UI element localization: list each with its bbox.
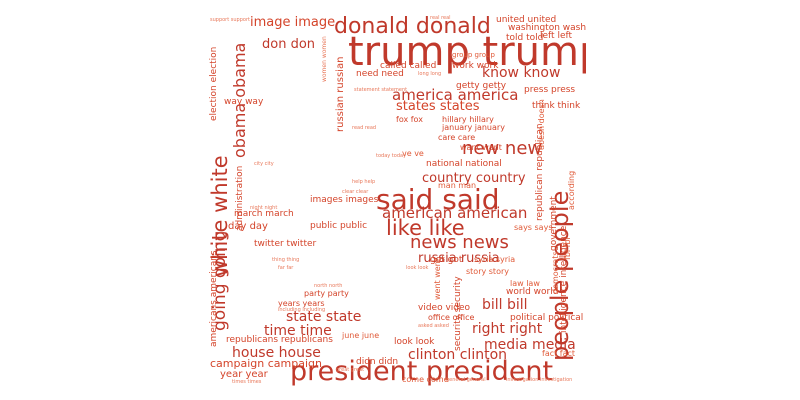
cloud-word: americans americans xyxy=(209,250,219,347)
cloud-word: times times xyxy=(232,379,262,385)
cloud-word: time time xyxy=(264,323,332,339)
cloud-word: administration xyxy=(235,165,245,231)
cloud-word: told told xyxy=(506,33,544,43)
cloud-word: day day xyxy=(228,221,268,232)
cloud-word: years years xyxy=(278,299,325,308)
cloud-word: media media xyxy=(484,337,576,353)
cloud-word: far far xyxy=(278,265,294,271)
cloud-word: fox fox xyxy=(396,115,423,124)
cloud-word: states states xyxy=(396,99,480,114)
cloud-word: today today xyxy=(376,153,407,159)
cloud-word: fbi fbi xyxy=(563,237,572,260)
cloud-word: help help xyxy=(352,179,376,185)
cloud-word: clear clear xyxy=(342,189,369,195)
cloud-word: political political xyxy=(510,313,584,323)
cloud-word: went went xyxy=(433,258,442,300)
word-cloud: trump trump president president donald don… xyxy=(206,12,586,387)
cloud-word: world world xyxy=(506,287,559,297)
cloud-word: june june xyxy=(342,331,380,340)
cloud-word: want want xyxy=(460,143,502,152)
cloud-word: syria syria xyxy=(474,255,516,264)
cloud-word: press press xyxy=(524,85,576,95)
cloud-word: united united xyxy=(496,15,557,25)
cloud-word: work work xyxy=(452,61,499,71)
cloud-word: twitter twitter xyxy=(254,239,317,249)
cloud-word: city city xyxy=(254,161,274,167)
cloud-word: look look xyxy=(406,265,429,271)
cloud-word: bill bill xyxy=(482,297,528,313)
cloud-word: got got xyxy=(430,255,463,265)
cloud-word: called called xyxy=(380,61,437,71)
cloud-word: american american xyxy=(382,204,528,222)
cloud-word: way way xyxy=(224,97,264,107)
cloud-word: come come xyxy=(402,375,449,384)
cloud-word: according xyxy=(567,170,576,210)
cloud-word: state state xyxy=(286,309,362,325)
cloud-word: hillary hillary xyxy=(442,115,494,124)
cloud-word: getty getty xyxy=(456,81,507,91)
cloud-word: clinton clinton xyxy=(408,347,508,363)
cloud-word: national national xyxy=(426,159,502,169)
cloud-word: right right xyxy=(472,321,543,337)
cloud-word: left left xyxy=(540,31,573,41)
cloud-word: story story xyxy=(466,267,509,276)
cloud-word: republicans republicans xyxy=(226,335,333,345)
cloud-word: read read xyxy=(352,125,377,131)
cloud-word: says says xyxy=(514,223,553,232)
cloud-word: great great xyxy=(336,367,365,373)
cloud-word: general general xyxy=(446,377,486,383)
cloud-word: images images xyxy=(310,195,379,205)
cloud-word: support support xyxy=(210,17,250,23)
cloud-word: said said xyxy=(376,183,500,216)
cloud-word: didn didn xyxy=(356,357,399,367)
cloud-word: campaign campaign xyxy=(210,357,322,370)
cloud-word: security security xyxy=(453,276,463,351)
cloud-word: care care xyxy=(438,133,476,142)
cloud-word: january january xyxy=(442,123,505,132)
cloud-word: doesn doesn xyxy=(537,99,546,150)
cloud-word: women women xyxy=(321,36,328,82)
cloud-word: man man xyxy=(438,181,477,190)
cloud-word: don don xyxy=(262,37,316,52)
cloud-word: country country xyxy=(422,171,526,186)
cloud-word: statement statement xyxy=(354,87,408,93)
cloud-word: donald donald xyxy=(334,14,491,39)
cloud-word: like like xyxy=(386,216,465,240)
cloud-word: year year xyxy=(220,369,268,380)
cloud-word: including including xyxy=(278,307,326,313)
cloud-word: government xyxy=(549,196,559,251)
cloud-word: washington washington xyxy=(508,23,586,33)
cloud-word: new new xyxy=(462,138,543,159)
cloud-word: russia russia xyxy=(418,251,500,266)
cloud-word: democrats xyxy=(551,251,560,294)
cloud-word: group group xyxy=(452,51,495,59)
cloud-word: law law xyxy=(510,279,540,288)
cloud-word: president president xyxy=(290,356,554,387)
cloud-word: real real xyxy=(430,15,451,21)
cloud-word: trump trump xyxy=(348,29,586,75)
cloud-word: north north xyxy=(314,283,343,289)
cloud-word: video video xyxy=(418,303,471,313)
cloud-word: know know xyxy=(482,65,561,81)
cloud-word: russian russian xyxy=(335,56,346,132)
cloud-word: office office xyxy=(428,313,475,322)
cloud-word: think think xyxy=(532,101,581,111)
cloud-word: need need xyxy=(356,69,404,79)
cloud-word: investigation investigation xyxy=(506,377,573,383)
cloud-word: ve ve xyxy=(402,149,424,158)
cloud-word: fact fact xyxy=(542,349,576,358)
cloud-word: party party xyxy=(304,289,349,298)
cloud-word: america america xyxy=(392,86,519,104)
cloud-word: march march xyxy=(234,209,294,219)
cloud-word: thing thing xyxy=(272,257,300,263)
cloud-word: house house xyxy=(232,345,321,361)
cloud-word: image image xyxy=(250,15,336,30)
cloud-word: asked asked xyxy=(418,323,449,329)
cloud-word: look look xyxy=(394,337,435,347)
cloud-word: news news xyxy=(410,232,509,253)
cloud-word: night night xyxy=(250,205,278,211)
cloud-word: election election xyxy=(209,46,219,121)
cloud-word: long long xyxy=(418,71,442,77)
cloud-word: public public xyxy=(310,221,368,231)
